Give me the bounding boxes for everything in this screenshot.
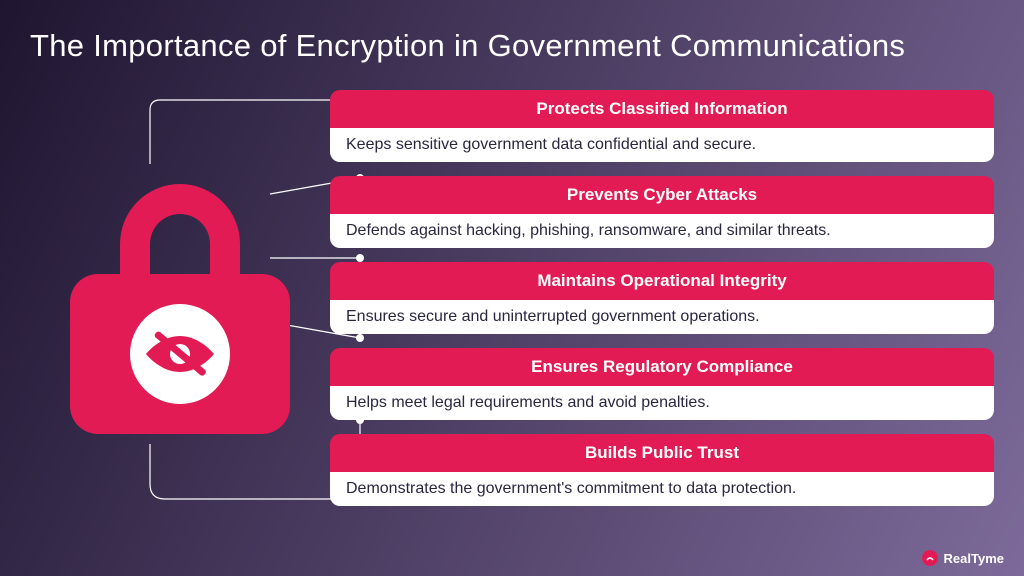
logo-text: RealTyme — [944, 551, 1004, 566]
card-item: Ensures Regulatory Compliance Helps meet… — [330, 348, 994, 420]
card-body: Demonstrates the government's commitment… — [330, 472, 994, 506]
infographic-content: The Importance of Encryption in Governme… — [0, 0, 1024, 576]
card-body: Ensures secure and uninterrupted governm… — [330, 300, 994, 334]
card-body: Defends against hacking, phishing, ranso… — [330, 214, 994, 248]
lock-icon — [60, 164, 300, 444]
card-heading: Prevents Cyber Attacks — [330, 176, 994, 214]
card-body: Keeps sensitive government data confiden… — [330, 128, 994, 162]
card-item: Builds Public Trust Demonstrates the gov… — [330, 434, 994, 506]
main-row: Protects Classified Information Keeps se… — [0, 64, 1024, 506]
card-heading: Protects Classified Information — [330, 90, 994, 128]
brand-logo: RealTyme — [922, 550, 1004, 566]
card-body: Helps meet legal requirements and avoid … — [330, 386, 994, 420]
logo-dot-icon — [922, 550, 938, 566]
card-heading: Builds Public Trust — [330, 434, 994, 472]
left-column — [30, 84, 330, 506]
card-heading: Maintains Operational Integrity — [330, 262, 994, 300]
card-item: Prevents Cyber Attacks Defends against h… — [330, 176, 994, 248]
page-title: The Importance of Encryption in Governme… — [0, 0, 1024, 64]
card-heading: Ensures Regulatory Compliance — [330, 348, 994, 386]
cards-column: Protects Classified Information Keeps se… — [330, 84, 994, 506]
card-item: Maintains Operational Integrity Ensures … — [330, 262, 994, 334]
card-item: Protects Classified Information Keeps se… — [330, 90, 994, 162]
